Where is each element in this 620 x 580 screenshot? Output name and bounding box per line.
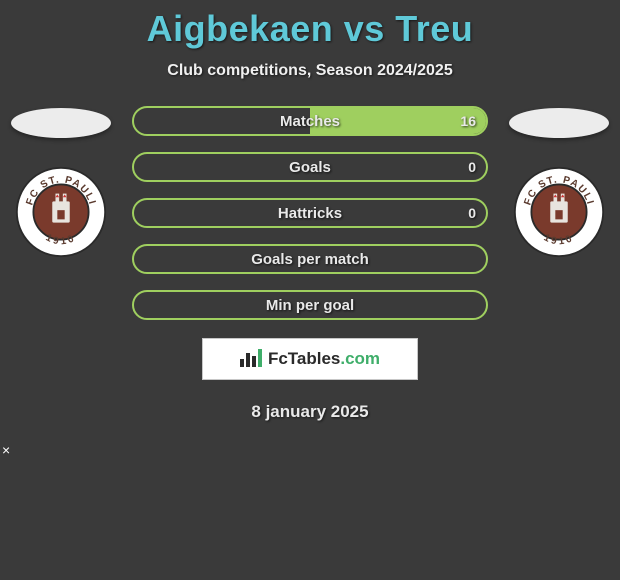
stat-label: Goals	[289, 159, 331, 176]
close-icon[interactable]: ×	[2, 442, 10, 458]
stat-label: Matches	[280, 113, 340, 130]
stat-label: Min per goal	[266, 297, 354, 314]
player-left-column: FC ST. PAULI 1910	[6, 108, 116, 258]
comparison-layout: FC ST. PAULI 1910 Matches 16	[0, 108, 620, 320]
stat-row-goals: Goals 0	[132, 152, 488, 182]
stat-row-matches: Matches 16	[132, 106, 488, 136]
brand-text-suf: .com	[340, 349, 380, 368]
club-badge-right: FC ST. PAULI 1910	[513, 166, 605, 258]
player-left-avatar	[11, 108, 111, 138]
stat-row-hattricks: Hattricks 0	[132, 198, 488, 228]
stat-label: Goals per match	[251, 251, 369, 268]
stat-value-right: 0	[468, 159, 476, 175]
brand-text: FcTables.com	[268, 349, 380, 369]
stat-row-min-per-goal: Min per goal	[132, 290, 488, 320]
club-badge-left: FC ST. PAULI 1910	[15, 166, 107, 258]
player-right-column: FC ST. PAULI 1910	[504, 108, 614, 258]
subtitle: Club competitions, Season 2024/2025	[0, 62, 620, 80]
brand-link[interactable]: FcTables.com	[202, 338, 418, 380]
page-title: Aigbekaen vs Treu	[0, 0, 620, 50]
stat-row-goals-per-match: Goals per match	[132, 244, 488, 274]
stat-value-right: 0	[468, 205, 476, 221]
stat-value-right: 16	[460, 113, 476, 129]
stat-label: Hattricks	[278, 205, 342, 222]
player-right-avatar	[509, 108, 609, 138]
stats-rows: Matches 16 Goals 0 Hattricks 0 Goals per…	[116, 106, 504, 320]
bars-icon	[240, 347, 262, 372]
brand-text-pre: FcTables	[268, 349, 340, 368]
date-text: 8 january 2025	[0, 402, 620, 422]
